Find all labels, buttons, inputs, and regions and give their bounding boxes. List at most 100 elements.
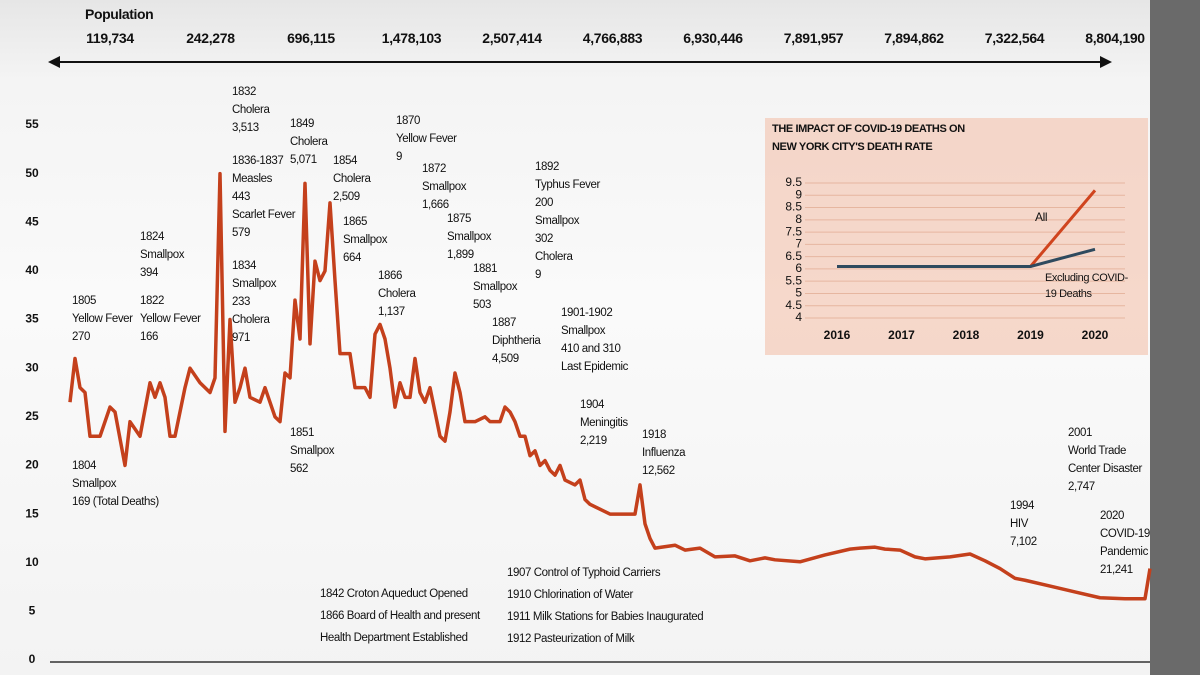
annotation-line: Yellow Fever [72, 313, 133, 325]
population-value: 242,278 [186, 30, 235, 46]
annotation-line: 12,562 [642, 465, 675, 477]
annotation-line: Yellow Fever [140, 313, 201, 325]
annotation-line: 443 [232, 191, 250, 203]
annotation-line: Smallpox [72, 478, 117, 490]
annotation-line: 1887 [492, 317, 516, 329]
inset-panel [765, 118, 1148, 355]
y-tick-label: 5 [29, 604, 36, 618]
annotation-line: 2,219 [580, 435, 607, 447]
annotation-line: Smallpox [422, 181, 467, 193]
annotation-line: Last Epidemic [561, 361, 629, 373]
population-value: 1,478,103 [381, 30, 442, 46]
annotation-line: Scarlet Fever [232, 209, 296, 221]
annotation-line: Center Disaster [1068, 463, 1142, 475]
annotation-line: Smallpox [343, 234, 388, 246]
inset-y-tick-label: 7 [795, 237, 802, 251]
annotation-line: Pandemic [1100, 546, 1148, 558]
event-line: Health Department Established [320, 632, 468, 644]
annotation-line: 562 [290, 463, 308, 475]
inset-y-tick-label: 8.5 [785, 200, 802, 214]
annotation-line: 2020 [1100, 510, 1124, 522]
annotation-line: 1870 [396, 115, 420, 127]
annotation-line: 503 [473, 299, 491, 311]
annotation-line: 9 [396, 151, 402, 163]
annotation-line: 4,509 [492, 353, 519, 365]
y-tick-label: 20 [25, 458, 39, 472]
event-line: 1911 Milk Stations for Babies Inaugurate… [507, 611, 704, 623]
inset-x-tick-label: 2020 [1082, 328, 1109, 342]
annotation-line: Smallpox [232, 278, 277, 290]
right-edge [1150, 0, 1200, 675]
y-tick-label: 10 [25, 555, 39, 569]
inset-title: THE IMPACT OF COVID-19 DEATHS ON [772, 123, 965, 135]
inset-y-tick-label: 6 [795, 261, 802, 275]
event-line: 1910 Chlorination of Water [507, 589, 633, 601]
population-value: 7,322,564 [984, 30, 1045, 46]
annotation-line: 1866 [378, 270, 402, 282]
inset-x-tick-label: 2019 [1017, 328, 1044, 342]
annotation-line: 1849 [290, 118, 314, 130]
y-tick-label: 45 [25, 214, 39, 228]
inset-y-tick-label: 4.5 [785, 298, 802, 312]
annotation-line: 394 [140, 267, 158, 279]
annotation-line: 1881 [473, 263, 497, 275]
inset-x-tick-label: 2016 [824, 328, 851, 342]
inset-y-tick-label: 6.5 [785, 249, 802, 263]
annotation-line: Diphtheria [492, 335, 541, 347]
annotation-line: 2,747 [1068, 481, 1095, 493]
annotation-line: Smallpox [535, 215, 580, 227]
series-label: Excluding COVID-19 Deaths [1045, 272, 1128, 300]
annotation-line: Smallpox [140, 249, 185, 261]
annotation-line: Measles [232, 173, 273, 185]
annotation-line: Smallpox [447, 231, 492, 243]
inset-y-tick-label: 4 [795, 310, 802, 324]
annotation-line: 579 [232, 227, 250, 239]
annotation-line: 3,513 [232, 122, 259, 134]
annotation-line: 1904 [580, 399, 604, 411]
annotation-line: 1805 [72, 295, 96, 307]
inset-y-tick-label: 5.5 [785, 273, 802, 287]
annotation-line: 200 [535, 197, 553, 209]
annotation-line: 1875 [447, 213, 471, 225]
inset-y-tick-label: 9 [795, 187, 802, 201]
annotation-line: 1822 [140, 295, 164, 307]
population-value: 2,507,414 [482, 30, 542, 46]
y-tick-label: 40 [25, 263, 39, 277]
annotation-line: 1854 [333, 155, 357, 167]
annotation-line: 270 [72, 331, 90, 343]
population-title: Population [85, 6, 154, 22]
population-value: 7,894,862 [884, 30, 944, 46]
annotation-line: Yellow Fever [396, 133, 457, 145]
annotation-line: Smallpox [561, 325, 606, 337]
annotation-line: Meningitis [580, 417, 628, 429]
series-label: All [1035, 210, 1048, 224]
annotation-line: Cholera [290, 136, 328, 148]
annotation-line: World Trade [1068, 445, 1127, 457]
population-value: 119,734 [86, 30, 134, 46]
inset-y-tick-label: 8 [795, 212, 802, 226]
annotation-line: 9 [535, 269, 541, 281]
population-value: 8,804,190 [1085, 30, 1145, 46]
annotation-line: Smallpox [473, 281, 518, 293]
annotation-line: Cholera [378, 288, 416, 300]
inset-y-tick-label: 7.5 [785, 224, 802, 238]
annotation-line: 1,666 [422, 199, 449, 211]
annotation-line: Smallpox [290, 445, 335, 457]
inset-title: NEW YORK CITY'S DEATH RATE [772, 141, 933, 153]
inset-x-tick-label: 2018 [953, 328, 980, 342]
population-value: 6,930,446 [683, 30, 743, 46]
annotation-line: Cholera [535, 251, 573, 263]
annotation-line: 1872 [422, 163, 446, 175]
inset-line [837, 247, 1096, 268]
annotation-line: 1918 [642, 429, 666, 441]
annotation-line: COVID-19 [1100, 528, 1150, 540]
event-line: 1907 Control of Typhoid Carriers [507, 567, 661, 579]
annotation-line: 410 and 310 [561, 343, 621, 355]
annotation-line: 302 [535, 233, 553, 245]
annotation-line: 1804 [72, 460, 96, 472]
y-tick-label: 35 [25, 312, 39, 326]
population-value: 696,115 [287, 30, 335, 46]
annotation-line: 1824 [140, 231, 164, 243]
